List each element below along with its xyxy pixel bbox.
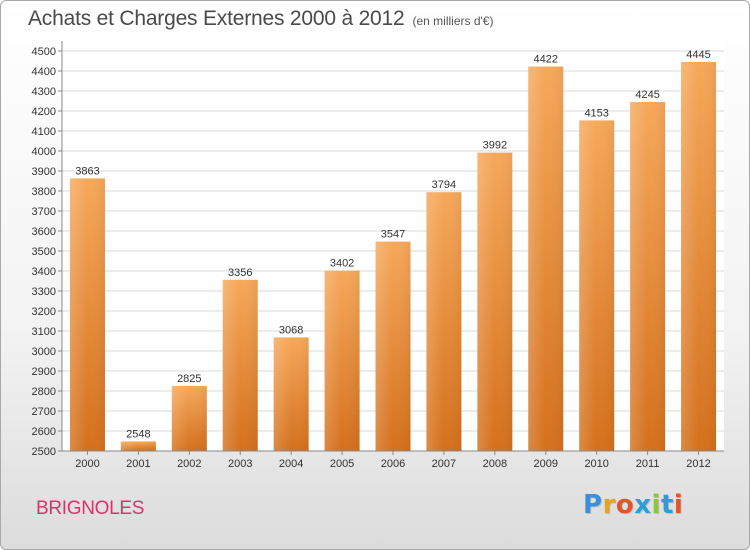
data-label-2012: 4445: [686, 49, 710, 61]
x-tick-label-2012: 2012: [686, 458, 710, 470]
logo-letter: t: [660, 490, 674, 520]
data-label-2001: 2548: [126, 428, 150, 440]
x-tick-label-2008: 2008: [483, 458, 507, 470]
y-axis: 2500 2600 2700 2800 2900 3000 3100 3200 3300 3400…: [32, 41, 63, 458]
x-tick-label-2004: 2004: [279, 458, 303, 470]
data-label-2007: 3794: [432, 179, 456, 191]
logo-letter: x: [634, 490, 652, 520]
y-tick-label: 3600: [32, 226, 56, 238]
data-label-2004: 3068: [279, 324, 303, 336]
x-tick-label-2007: 2007: [432, 458, 456, 470]
bar-shine: [120, 441, 156, 451]
x-axis: 2000 2001 2002 2003 2004 2005 2006 2007 2008 2009…: [62, 450, 724, 470]
y-tick-label: 2600: [32, 426, 56, 438]
data-label-2000: 3863: [75, 165, 99, 177]
bar-shine: [477, 152, 513, 451]
y-tick-label: 4000: [32, 146, 56, 158]
data-label-2008: 3992: [483, 140, 507, 152]
y-tick-label: 4300: [32, 86, 56, 98]
y-tick-label: 3500: [32, 246, 56, 258]
y-tick-label: 3000: [32, 346, 56, 358]
y-tick-label: 3300: [32, 286, 56, 298]
y-tick-label: 2500: [32, 446, 56, 458]
y-tick-label: 2800: [32, 386, 56, 398]
logo-letter: i: [673, 490, 684, 520]
town-name: BRIGNOLES: [36, 498, 145, 519]
data-label-2009: 4422: [534, 54, 558, 66]
data-label-2011: 4245: [635, 89, 659, 101]
x-tick-label-2010: 2010: [584, 458, 608, 470]
bar-shine: [69, 178, 105, 451]
logo-letter: r: [602, 490, 616, 520]
proxiti-logo: Proxiti: [583, 490, 683, 520]
x-tick-label-2006: 2006: [381, 458, 405, 470]
y-tick-label: 3800: [32, 186, 56, 198]
y-tick-label: 3900: [32, 166, 56, 178]
bars: 3863 2548 2825 3356 3068 3402 3547 3794 3992 4422…: [69, 49, 717, 452]
y-tick-label: 4500: [32, 46, 56, 58]
logo-letter: o: [615, 490, 635, 520]
x-tick-label-2011: 2011: [636, 458, 660, 470]
y-tick-label: 2900: [32, 366, 56, 378]
chart-unit: (en milliers d'€): [412, 14, 494, 28]
bar-shine: [171, 386, 207, 451]
data-label-2005: 3402: [330, 258, 354, 270]
x-tick-label-2002: 2002: [177, 458, 201, 470]
y-tick-label: 3700: [32, 206, 56, 218]
x-tick-label-2005: 2005: [330, 458, 354, 470]
y-tick-label: 4100: [32, 126, 56, 138]
x-tick-label-2001: 2001: [126, 458, 150, 470]
y-tick-label: 2700: [32, 406, 56, 418]
data-label-2002: 2825: [177, 373, 201, 385]
y-tick-label: 3400: [32, 266, 56, 278]
data-label-2010: 4153: [584, 107, 608, 119]
logo-letter: P: [583, 490, 603, 520]
bar-shine: [579, 120, 615, 452]
chart-title: Achats et Charges Externes 2000 à 2012 (e…: [28, 7, 493, 31]
bar-shine: [630, 102, 666, 451]
data-label-2003: 3356: [228, 267, 252, 279]
y-tick-label: 4200: [32, 106, 56, 118]
y-tick-label: 3200: [32, 306, 56, 318]
bar-shine: [273, 337, 309, 451]
bar-shine: [528, 66, 564, 451]
bar-shine: [222, 279, 258, 451]
x-tick-label-2003: 2003: [228, 458, 252, 470]
x-tick-label-2000: 2000: [75, 458, 99, 470]
y-tick-label: 4400: [32, 66, 56, 78]
chart-title-text: Achats et Charges Externes 2000 à 2012: [28, 7, 405, 30]
logo-letter: i: [651, 490, 661, 520]
bar-shine: [375, 241, 411, 451]
bar-shine: [324, 270, 360, 451]
y-tick-label: 3100: [32, 326, 56, 338]
x-tick-label-2009: 2009: [534, 458, 558, 470]
data-label-2006: 3547: [381, 229, 405, 241]
bar-shine: [426, 192, 462, 451]
bar-shine: [681, 62, 717, 451]
